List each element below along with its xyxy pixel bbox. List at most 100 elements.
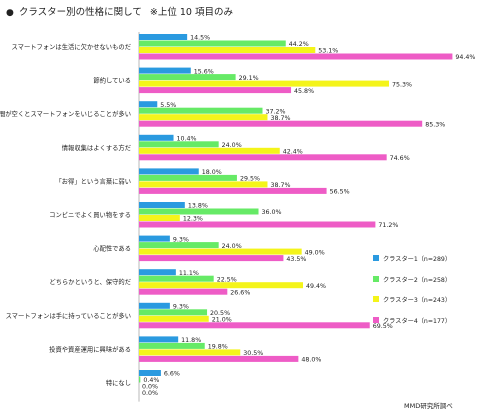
data-label: 20.5%	[210, 310, 230, 317]
data-label: 0.4%	[143, 377, 159, 384]
bar	[139, 80, 389, 87]
bar	[139, 114, 268, 121]
category-label: コンビニでよく買い物をする	[49, 210, 131, 219]
data-label: 14.5%	[190, 35, 210, 42]
data-label: 38.7%	[270, 182, 290, 189]
data-label: 13.8%	[188, 203, 208, 210]
legend-swatch	[373, 275, 379, 282]
bar	[139, 107, 263, 114]
bar	[139, 221, 376, 228]
bar	[139, 342, 205, 349]
bar	[139, 181, 268, 188]
legend-item: クラスター1（n=289）	[373, 254, 451, 275]
legend-label: クラスター1（n=289）	[383, 256, 452, 263]
data-label: 18.0%	[202, 169, 222, 176]
category-label: どちらかというと、保守的だ	[49, 277, 131, 286]
data-label: 11.8%	[181, 337, 201, 344]
title-bullet: ●	[6, 8, 14, 18]
legend-label: クラスター4（n=177）	[383, 317, 452, 325]
legend-item: クラスター2（n=258）	[373, 275, 451, 296]
data-label: 42.4%	[283, 149, 303, 156]
data-label: 9.3%	[173, 236, 189, 243]
bar	[139, 355, 299, 362]
chart-legend: クラスター1（n=289） クラスター2（n=258） クラスター3（n=243） ク…	[373, 254, 451, 336]
category-label: スマートフォンは手に持っていることが多い	[6, 311, 131, 320]
bar	[139, 134, 174, 141]
bar	[139, 282, 304, 289]
category-label: 特になし	[106, 378, 131, 387]
data-label: 26.6%	[230, 289, 250, 296]
bar	[139, 141, 219, 148]
bar	[139, 275, 214, 282]
data-label: 49.4%	[306, 283, 326, 290]
legend-item: クラスター3（n=243）	[373, 295, 451, 316]
data-label: 24.0%	[222, 142, 242, 149]
bar	[139, 174, 237, 181]
category-label: 投資や資産運用に興味がある	[49, 344, 131, 353]
chart-title-block: ● クラスター別の性格に関して ※上位 10 項目のみ	[6, 4, 233, 18]
data-label: 11.1%	[179, 270, 199, 277]
bar	[139, 235, 170, 242]
bar	[139, 168, 199, 175]
data-label: 6.6%	[164, 371, 180, 378]
bar	[139, 67, 191, 74]
legend-swatch	[373, 296, 379, 302]
bar	[139, 376, 141, 383]
chart-note: ※上位 10 項目のみ	[149, 7, 233, 18]
bar	[139, 242, 219, 249]
bar	[139, 248, 302, 255]
data-label: 94.4%	[455, 54, 475, 61]
data-label: 75.3%	[392, 81, 412, 88]
data-label: 29.1%	[239, 75, 259, 82]
category-label: 節約している	[93, 76, 131, 85]
data-label: 15.6%	[194, 68, 214, 75]
data-label: 74.6%	[390, 155, 410, 162]
bar	[139, 40, 286, 47]
data-label: 48.0%	[301, 357, 321, 364]
data-label: 19.8%	[208, 344, 228, 351]
bar	[139, 315, 209, 322]
bar	[139, 322, 370, 329]
bar	[139, 154, 387, 161]
bar	[139, 269, 176, 276]
data-label: 30.5%	[243, 350, 263, 357]
data-label: 56.5%	[330, 189, 350, 196]
bar	[139, 336, 179, 343]
bar	[139, 215, 180, 221]
bar	[139, 302, 170, 309]
data-label: 45.8%	[294, 88, 314, 95]
data-label: 0.0%	[142, 384, 158, 391]
data-label: 43.5%	[286, 256, 306, 263]
category-label: 心配性である	[93, 244, 131, 253]
category-label: 情報収集はよくする方だ	[62, 143, 131, 152]
data-label: 44.2%	[289, 41, 309, 48]
legend-swatch	[373, 316, 379, 323]
data-label: 21.0%	[212, 317, 232, 324]
data-label: 5.5%	[160, 102, 176, 109]
category-label: 「お得」という言葉に弱い	[55, 176, 131, 185]
bar	[139, 349, 241, 356]
data-label: 85.3%	[425, 121, 445, 128]
chart-title: クラスター別の性格に関して	[18, 7, 142, 18]
bar	[139, 47, 316, 53]
legend-item: クラスター4（n=177）	[373, 316, 451, 337]
bar	[139, 202, 185, 208]
bar	[139, 101, 158, 108]
data-label: 24.0%	[222, 243, 242, 250]
data-label: 71.2%	[378, 222, 398, 229]
legend-label: クラスター2（n=258）	[383, 276, 452, 284]
data-label: 0.0%	[142, 390, 158, 397]
bar	[139, 120, 423, 127]
source-credit: MMD研究所調べ	[404, 402, 453, 410]
data-label: 29.5%	[240, 176, 260, 183]
data-label: 9.3%	[173, 304, 189, 311]
data-label: 38.7%	[270, 115, 290, 122]
data-label: 36.0%	[262, 209, 282, 216]
bar	[139, 255, 284, 262]
bar	[139, 87, 292, 94]
bar	[139, 288, 228, 295]
data-label: 22.5%	[217, 276, 237, 283]
bar	[139, 187, 327, 194]
data-label: 10.4%	[177, 136, 197, 143]
